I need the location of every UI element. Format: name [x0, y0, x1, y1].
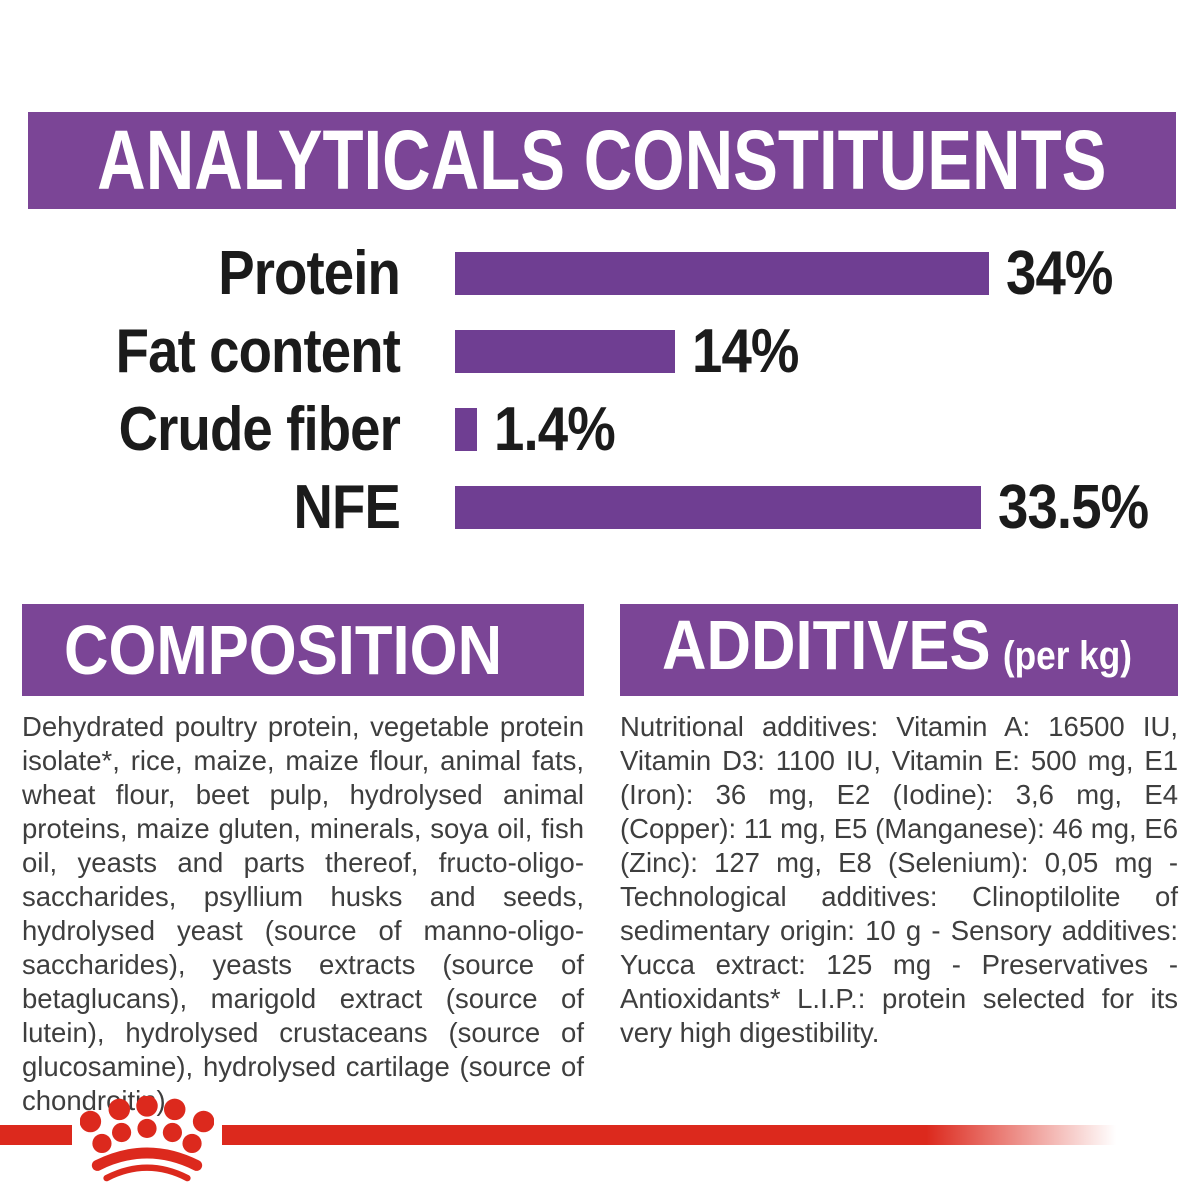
bar-fat [455, 329, 675, 373]
composition-heading: COMPOSITION [64, 611, 503, 689]
additives-section: ADDITIVES (per kg) Nutritional additives… [620, 604, 1178, 1050]
bar-label-nfe: NFE [293, 472, 401, 542]
chart-row-nfe: NFE 33.5% [0, 468, 1200, 546]
additives-text: Nutritional additives: Vitamin A: 16500 … [620, 711, 1178, 1048]
additives-heading: ADDITIVES [662, 605, 991, 684]
additives-banner: ADDITIVES (per kg) [620, 604, 1178, 696]
bar-protein [455, 251, 989, 295]
composition-section: COMPOSITION Dehydrated poultry protein, … [22, 604, 584, 1118]
analyticals-banner: ANALYTICALS CONSTITUENTS [28, 112, 1176, 209]
bar-value-fat: 14% [692, 316, 799, 386]
per-kg-suffix: (per kg) [1002, 633, 1132, 678]
bar-value-nfe: 33.5% [998, 472, 1149, 542]
bar-value-protein: 34% [1006, 238, 1113, 308]
composition-banner: COMPOSITION [22, 604, 584, 696]
chart-row-fat: Fat content 14% [0, 312, 1200, 390]
footer-divider-right [222, 1125, 1125, 1145]
page-title: ANALYTICALS CONSTITUENTS [97, 113, 1107, 207]
royal-canin-crown-icon [80, 1096, 214, 1182]
composition-text: Dehydrated poultry protein, vegetable pr… [22, 711, 584, 1116]
bar-label-protein: Protein [218, 238, 401, 308]
bar-value-fiber: 1.4% [494, 394, 616, 464]
bar-fiber [455, 407, 477, 451]
bar-nfe [455, 485, 981, 529]
chart-row-protein: Protein 34% [0, 234, 1200, 312]
chart-row-fiber: Crude fiber 1.4% [0, 390, 1200, 468]
bar-label-fiber: Crude fiber [118, 394, 401, 464]
bar-label-fat: Fat content [115, 316, 401, 386]
bar-chart: Protein 34% Fat content 14% Crude fiber … [0, 234, 1200, 546]
footer-divider-left [0, 1125, 72, 1145]
